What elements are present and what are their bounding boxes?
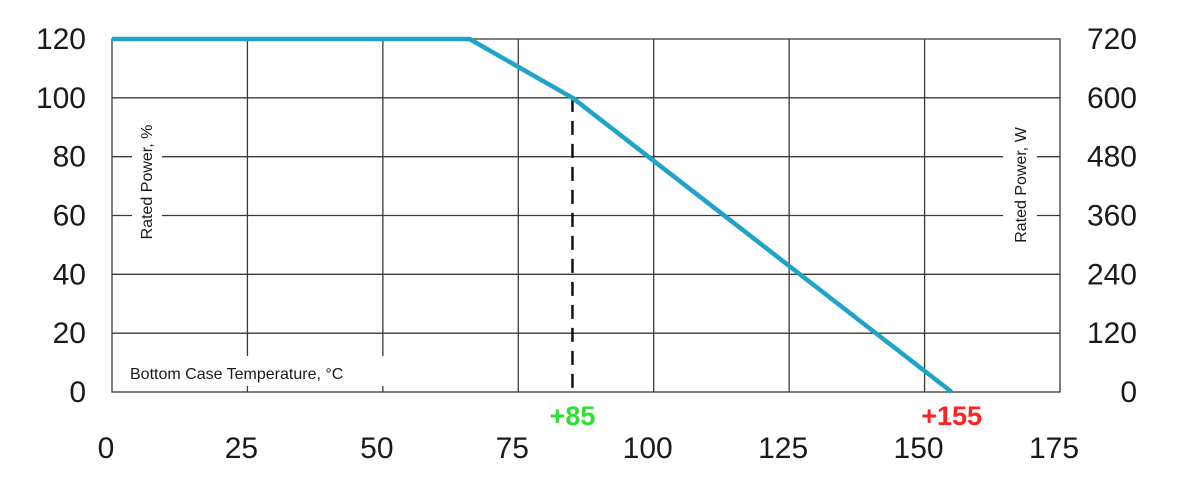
y2-tick-labels: 0 120 240 360 480 600 720: [1087, 23, 1137, 409]
y2-tick-label-4: 480: [1087, 141, 1137, 174]
y-tick-label-0: 0: [69, 376, 86, 409]
x-tick-label-4: 100: [623, 432, 673, 465]
x-tick-labels: 0 25 50 75 100 125 150 175: [98, 432, 1079, 465]
x-tick-label-3: 75: [496, 432, 529, 465]
grid: [112, 39, 1060, 392]
y-axis-label: Rated Power, %: [139, 125, 156, 240]
x-tick-label-7: 175: [1029, 432, 1079, 465]
y-tick-label-3: 60: [53, 200, 86, 233]
x-tick-label-6: 150: [894, 432, 944, 465]
y2label-background: [1003, 103, 1037, 268]
y2-tick-label-6: 720: [1087, 23, 1137, 56]
y-tick-label-5: 100: [36, 82, 86, 115]
y2-tick-label-0: 0: [1120, 376, 1137, 409]
x-tick-label-2: 50: [360, 432, 393, 465]
y-tick-labels: 0 20 40 60 80 100 120: [36, 23, 86, 409]
y-tick-label-6: 120: [36, 23, 86, 56]
annotation-label-0: +85: [550, 401, 596, 431]
x-tick-label-5: 125: [758, 432, 808, 465]
plot-frame: [111, 38, 1061, 393]
xlabel-background: [123, 356, 441, 386]
y2-tick-label-5: 600: [1087, 82, 1137, 115]
derating-curve: [112, 36, 954, 394]
x-axis-label: Bottom Case Temperature, °C: [130, 366, 343, 383]
y-tick-label-1: 20: [53, 317, 86, 350]
annotation-label-1: +155: [921, 401, 982, 431]
y2-tick-label-2: 240: [1087, 258, 1137, 291]
y2-tick-label-1: 120: [1087, 317, 1137, 350]
x-tick-label-1: 25: [225, 432, 258, 465]
ylabel-background: [132, 103, 162, 263]
annotation-labels: +85 +155: [550, 401, 983, 431]
y-tick-label-2: 40: [53, 258, 86, 291]
series-layer: [112, 36, 954, 394]
y2-axis-label: Rated Power, W: [1013, 126, 1030, 243]
y-tick-label-4: 80: [53, 141, 86, 174]
y2-tick-label-3: 360: [1087, 200, 1137, 233]
x-tick-label-0: 0: [98, 432, 115, 465]
